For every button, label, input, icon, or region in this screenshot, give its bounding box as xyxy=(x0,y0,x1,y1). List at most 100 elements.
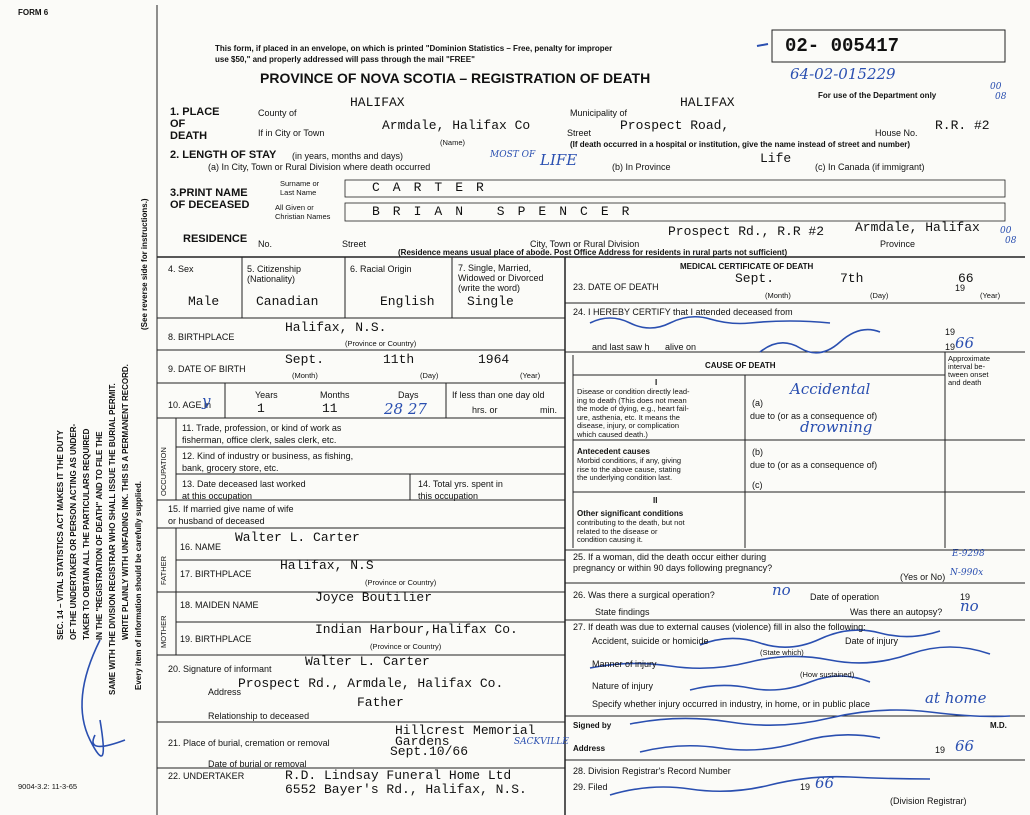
day-label: (Day) xyxy=(420,371,439,380)
operation-date-label: Date of operation xyxy=(810,592,880,602)
undertaker-label: 22. UNDERTAKER xyxy=(168,771,245,781)
autopsy: no xyxy=(960,597,979,615)
place-of-injury: at home xyxy=(925,689,987,707)
dob-label: 9. DATE OF BIRTH xyxy=(168,364,246,374)
years: 1 xyxy=(257,401,265,416)
cause-a2: drowning xyxy=(800,418,873,436)
house: R.R. #2 xyxy=(935,118,990,133)
file-number: 64-02-015229 xyxy=(790,65,896,83)
day-label: (Day) xyxy=(870,291,889,300)
operation-label: 26. Was there a surgical operation? xyxy=(573,590,715,600)
other-label: related to the disease or xyxy=(577,526,658,536)
given-label: All Given or xyxy=(275,203,314,212)
death-label: 23. DATE OF DEATH xyxy=(573,282,659,292)
death-year: 66 xyxy=(958,271,974,286)
b-label: (b) xyxy=(752,447,763,457)
no-label: No. xyxy=(258,239,273,249)
findings-label: State findings xyxy=(595,607,650,617)
injury-date-label: Date of injury xyxy=(845,636,899,646)
street: Prospect Rd., R.R #2 xyxy=(668,224,825,239)
antecedent-label: the underlying condition last. xyxy=(577,473,673,482)
scribble xyxy=(689,675,871,691)
municipality: HALIFAX xyxy=(680,95,735,110)
interval-label: and death xyxy=(948,378,982,387)
last-worked: 13. Date deceased last worked xyxy=(182,479,306,489)
maiden: Joyce Boutilier xyxy=(315,590,433,605)
supply-note: Every item of information should be care… xyxy=(134,481,143,690)
units: (in years, months and days) xyxy=(292,151,404,161)
father-name-label: 16. NAME xyxy=(180,542,222,552)
mother-section: MOTHER xyxy=(159,615,168,649)
lines: OF THE UNDERTAKER OR PERSON ACTING AS UN… xyxy=(69,423,78,640)
surname-label: Last Name xyxy=(280,188,317,197)
direct-label: disease, injury, or complication xyxy=(577,421,679,430)
dob-year: 1964 xyxy=(478,352,510,367)
death-century: 19 xyxy=(955,283,966,293)
left-rules xyxy=(157,257,565,769)
date: Sept.10/66 xyxy=(390,744,469,759)
last-saw-century: 19 xyxy=(945,342,956,352)
code-2: N-990x xyxy=(950,568,984,578)
filed-label: 29. Filed xyxy=(573,782,608,792)
pen-scribbles xyxy=(81,315,1011,796)
place: Hillcrest Memorial xyxy=(395,723,536,738)
dob-month: Sept. xyxy=(285,352,325,367)
mother-birthplace-note: (Province or Country) xyxy=(370,642,442,651)
cause-a: Accidental xyxy=(790,380,871,398)
code-1: E-9298 xyxy=(952,549,985,559)
years: this occupation xyxy=(418,491,479,501)
record-label: 28. Division Registrar's Record Number xyxy=(573,766,731,776)
place: Gardens xyxy=(395,734,450,749)
city-label: If in City or Town xyxy=(258,128,325,138)
lines: IN THE "REGISTRATION OF DEATH" AND TO FI… xyxy=(95,431,104,640)
industry: 12. Kind of industry or business, as fis… xyxy=(182,451,354,461)
days: 28 27 xyxy=(384,400,427,418)
direct-label: ing to death (This does not mean xyxy=(577,395,687,405)
month-label: (Month) xyxy=(765,291,791,300)
nature-label: Nature of injury xyxy=(592,681,654,691)
due-to-1: due to (or as a consequence of) xyxy=(750,411,878,421)
address: Prospect Rd., Armdale, Halifax Co. xyxy=(238,676,504,691)
heading: OF DECEASED xyxy=(170,199,250,211)
direct-label: Disease or condition directly lead- xyxy=(577,387,690,396)
last-saw-label: and last saw h xyxy=(592,342,650,352)
street-label: Street xyxy=(342,239,367,249)
specify-label: Specify whether injury occurred in indus… xyxy=(592,699,870,709)
pregnancy-label: 25. If a woman, did the death occur eith… xyxy=(573,552,767,562)
heading: RESIDENCE xyxy=(183,233,248,245)
heading: 3.PRINT NAME xyxy=(170,187,248,199)
min-label: min. xyxy=(540,405,558,415)
scribble xyxy=(589,646,991,670)
md: M.D. xyxy=(990,721,1007,730)
surname-label: Surname or xyxy=(280,179,320,188)
year-label: (Year) xyxy=(980,291,1001,300)
signed-label: Signed by xyxy=(573,721,612,730)
other-label: condition causing it. xyxy=(577,535,643,544)
province-label: (b) In Province xyxy=(612,162,671,172)
place-label: 21. Place of burial, cremation or remova… xyxy=(168,738,330,748)
municipality-label: Municipality of xyxy=(570,108,628,118)
registrar-label: (Division Registrar) xyxy=(890,796,967,806)
street: Prospect Road, xyxy=(620,118,730,133)
footer-code: 9004-3.2: 11-3-65 xyxy=(18,782,78,791)
yes-no: (Yes or No) xyxy=(900,572,946,582)
right-rules xyxy=(565,302,1025,761)
origin: English xyxy=(380,294,435,309)
trade: fisherman, office clerk, sales clerk, et… xyxy=(182,435,337,445)
notice: use $50," and properly addressed will pa… xyxy=(215,55,475,64)
interval-label: tween onset xyxy=(948,370,989,379)
antecedent-label: rise to the above cause, stating xyxy=(577,464,681,474)
birthplace: Halifax, N.S. xyxy=(285,320,387,335)
heading: 1. PLACE xyxy=(170,106,220,118)
section: OCCUPATION xyxy=(159,447,168,496)
citizenship: Canadian xyxy=(256,294,319,309)
name-boxes xyxy=(344,179,1006,222)
institution-note: (If death occurred in a hospital or inst… xyxy=(570,140,911,149)
form-label: FORM 6 xyxy=(18,8,49,17)
given: BRIAN SPENCER xyxy=(372,204,643,219)
death-month: Sept. xyxy=(735,271,775,286)
father-birthplace-note: (Province or Country) xyxy=(365,578,437,587)
marital-label: Widowed or Divorced xyxy=(458,273,544,283)
given-label: Christian Names xyxy=(275,212,331,221)
